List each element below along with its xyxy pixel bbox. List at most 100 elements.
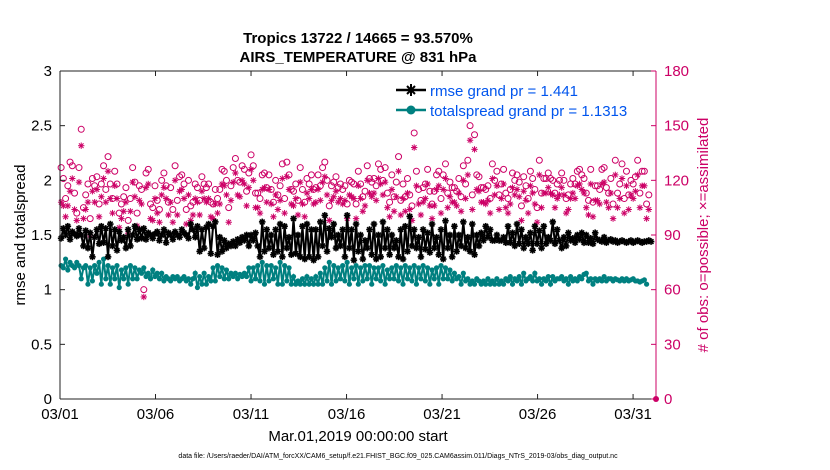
obs-assimilated-point <box>303 189 311 197</box>
totalspread-point <box>248 278 254 284</box>
y-tick-label: 0 <box>44 391 52 408</box>
totalspread-point <box>154 270 160 276</box>
obs-assimilated-point <box>422 195 429 202</box>
obs-assimilated-point <box>578 186 585 193</box>
obs-possible-point <box>629 180 637 188</box>
rmse-point <box>442 217 449 225</box>
obs-possible-point <box>524 195 532 203</box>
obs-possible-point <box>555 176 563 184</box>
obs-assimilated-point <box>203 199 210 206</box>
chart-subtitle: AIRS_TEMPERATURE @ 831 hPa <box>240 49 478 66</box>
axes: 03/01 03/06 03/11 03/16 03/21 03/26 03/31 0 0.5 1… <box>31 63 689 423</box>
obs-assimilated-point <box>227 197 235 204</box>
obs-possible-point <box>607 175 615 183</box>
totalspread-point <box>422 278 428 284</box>
obs-assimilated-point <box>350 195 358 202</box>
rmse-point <box>560 233 568 241</box>
totalspread-point <box>315 281 321 287</box>
totalspread-point <box>404 276 411 282</box>
obs-possible-point <box>142 169 150 177</box>
rmse-point <box>325 225 333 232</box>
rmse-point <box>542 240 550 248</box>
obs-assimilated-point <box>531 200 539 208</box>
obs-possible-point <box>388 171 396 179</box>
obs-possible-point <box>325 202 333 210</box>
obs-assimilated-point <box>379 191 387 199</box>
totalspread-point <box>217 273 223 280</box>
obs-assimilated-point <box>551 204 559 211</box>
rmse-point <box>124 226 132 233</box>
totalspread-point <box>299 276 306 282</box>
obs-assimilated-point <box>71 206 78 213</box>
obs-possible-point <box>176 173 184 181</box>
rmse-point <box>207 250 215 257</box>
obs-possible-point <box>305 180 313 188</box>
obs-assimilated-point <box>104 168 112 175</box>
obs-possible-point <box>450 184 458 192</box>
obs-assimilated-point <box>212 200 219 208</box>
obs-possible-point <box>316 182 324 190</box>
obs-possible-point <box>173 196 181 204</box>
obs-assimilated-point <box>131 193 139 200</box>
totalspread-point <box>259 259 265 265</box>
obs-possible-point <box>471 131 479 139</box>
rmse-point <box>460 218 467 226</box>
obs-assimilated-point <box>384 204 391 211</box>
obs-assimilated-point <box>469 206 476 213</box>
obs-assimilated-point <box>174 211 181 219</box>
rmse-point <box>334 231 342 239</box>
rmse-point <box>350 256 358 264</box>
totalspread-point <box>373 276 379 282</box>
rmse-point <box>84 244 92 252</box>
obs-possible-point <box>415 185 423 193</box>
rmse-point <box>587 234 595 242</box>
obs-assimilated-point <box>138 200 145 208</box>
obs-possible-point <box>111 167 119 175</box>
obs-possible-point <box>211 185 219 193</box>
totalspread-point <box>509 281 516 287</box>
totalspread-point <box>210 265 216 271</box>
totalspread-point <box>429 267 435 273</box>
obs-assimilated-point <box>538 204 545 211</box>
obs-assimilated-point <box>522 197 530 204</box>
rmse-point <box>290 215 297 222</box>
obs-assimilated-point <box>254 204 261 211</box>
totalspread-point <box>159 270 165 276</box>
totalspread-point <box>398 265 404 271</box>
totalspread-point <box>188 281 194 287</box>
y-right-tick-label: 180 <box>664 63 689 80</box>
rmse-point <box>393 237 400 244</box>
totalspread-point <box>433 265 440 271</box>
totalspread-point <box>116 284 122 291</box>
obs-assimilated-point <box>64 202 72 210</box>
obs-possible-point <box>86 215 94 223</box>
obs-possible-point <box>153 196 161 204</box>
legend-spread-label: totalspread grand pr = 1.1313 <box>430 103 627 120</box>
rmse-point <box>317 218 324 226</box>
obs-possible-point <box>122 184 130 192</box>
rmse-point <box>388 231 396 239</box>
y-tick-label: 0.5 <box>31 336 52 353</box>
rmse-point <box>77 231 85 239</box>
totalspread-point <box>563 276 569 282</box>
obs-possible-point <box>82 191 90 199</box>
rmse-point <box>352 220 360 228</box>
rmse-point <box>486 226 494 233</box>
rmse-point <box>191 233 199 241</box>
rmse-point <box>212 218 219 226</box>
obs-assimilated-point <box>410 144 418 151</box>
totalspread-point <box>60 265 66 271</box>
totalspread-point <box>416 265 422 271</box>
obs-assimilated-point <box>109 209 116 217</box>
obs-assimilated-point <box>381 178 389 186</box>
totalspread-point <box>156 276 163 282</box>
rmse-point <box>305 253 313 261</box>
obs-possible-point <box>444 189 452 197</box>
obs-possible-point <box>120 193 128 201</box>
totalspread-point <box>306 281 312 287</box>
rmse-point <box>390 244 398 252</box>
obs-assimilated-point <box>113 195 121 202</box>
x-axis-label: Mar.01,2019 00:00:00 start <box>268 428 448 445</box>
obs-assimilated-point <box>395 168 402 175</box>
obs-assimilated-point <box>562 209 570 217</box>
